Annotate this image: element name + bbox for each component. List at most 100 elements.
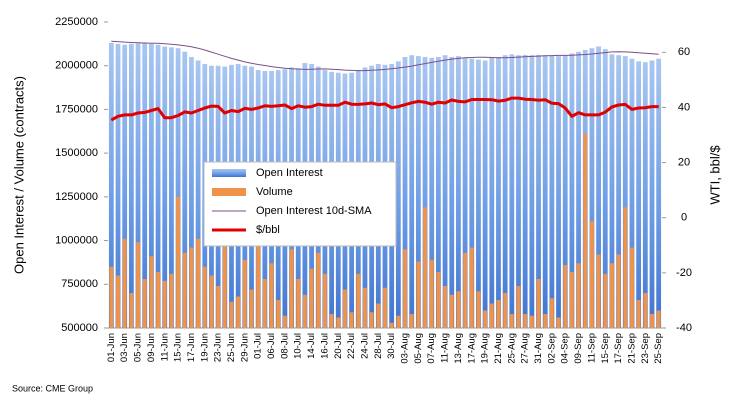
x-tick-label: 02-Sep — [546, 333, 557, 364]
volume-bar — [623, 207, 628, 328]
oi-bar — [589, 48, 595, 328]
y-tick-label: 1500000 — [55, 147, 98, 159]
x-tick-label: 16-Jul — [319, 333, 330, 359]
x-tick-label: 21-Aug — [493, 333, 504, 364]
volume-bar — [416, 261, 421, 328]
y-tick-label: 500000 — [61, 322, 98, 334]
x-tick-label: 24-Jul — [359, 333, 370, 359]
y-tick-label: 1000000 — [55, 234, 98, 246]
oi-bar — [469, 58, 475, 328]
oi-bar — [476, 59, 481, 328]
volume-bar — [122, 238, 127, 328]
y2-tick-label: 40 — [678, 101, 690, 113]
oi-bar — [482, 60, 488, 329]
volume-bar — [476, 291, 481, 328]
volume-bar — [129, 293, 134, 328]
volume-bar — [169, 273, 174, 328]
x-tick-label: 07-Aug — [426, 333, 437, 364]
volume-bar — [316, 252, 321, 328]
legend-label: Open Interest — [256, 167, 323, 179]
oi-bar — [656, 58, 662, 328]
oi-bar — [529, 55, 535, 328]
x-tick-label: 09-Sep — [573, 333, 584, 364]
oi-bar — [642, 62, 648, 329]
volume-bar — [262, 279, 267, 328]
oi-bar — [415, 56, 421, 329]
volume-bar — [209, 275, 214, 328]
volume-bar — [589, 221, 594, 328]
volume-bar — [496, 300, 501, 328]
oi-bar — [148, 43, 154, 328]
oi-bar — [108, 42, 114, 329]
oi-bar — [602, 49, 608, 329]
oi-bar — [542, 55, 548, 328]
volume-bar — [583, 133, 588, 328]
x-tick-label: 14-Jul — [306, 333, 317, 359]
x-tick-label: 05-Aug — [413, 333, 424, 364]
oi-bar — [115, 43, 121, 328]
volume-bar — [229, 301, 234, 328]
x-tick-label: 29-Jun — [239, 333, 250, 362]
oi-bar — [155, 44, 161, 328]
x-tick-label: 11-Aug — [440, 333, 451, 363]
y-tick-label: 2000000 — [55, 60, 98, 72]
volume-bar — [523, 314, 528, 328]
source-note: Source: CME Group — [12, 383, 93, 393]
volume-bar — [282, 315, 287, 328]
volume-bar — [656, 310, 661, 328]
oi-bar — [636, 61, 642, 328]
volume-bar — [276, 300, 281, 328]
oi-bar — [549, 55, 555, 328]
oi-bar — [596, 46, 601, 328]
x-tick-label: 15-Jun — [173, 333, 184, 362]
x-tick-label: 17-Sep — [613, 333, 624, 364]
x-tick-label: 13-Aug — [453, 333, 464, 364]
legend-label: $/bbl — [256, 224, 280, 236]
volume-bar — [202, 266, 207, 328]
volume-bar — [376, 303, 381, 328]
oi-bar — [402, 56, 408, 328]
oi-bar — [502, 55, 508, 328]
y2-tick-label: 0 — [681, 212, 687, 224]
x-tick-label: 17-Aug — [466, 333, 477, 364]
oi-bar — [616, 55, 622, 328]
volume-bar — [329, 314, 334, 328]
volume-bar — [336, 317, 341, 328]
oi-bar — [622, 56, 628, 329]
volume-bar — [456, 291, 461, 328]
x-tick-label: 17-Jun — [186, 333, 197, 362]
volume-bar — [343, 289, 347, 328]
y-tick-label: 1250000 — [55, 191, 98, 203]
legend-swatch — [212, 169, 246, 177]
volume-bar — [236, 296, 241, 328]
volume-bar — [176, 196, 181, 328]
volume-bar — [463, 252, 468, 328]
volume-bar — [189, 247, 194, 328]
x-tick-label: 03-Aug — [400, 333, 411, 364]
volume-bar — [529, 315, 534, 328]
volume-bar — [383, 287, 387, 328]
volume-bar — [249, 289, 254, 328]
volume-bar — [569, 272, 574, 328]
volume-bar — [549, 298, 554, 328]
oi-bar — [128, 43, 134, 328]
oi-bar — [489, 57, 495, 329]
volume-bar — [469, 247, 474, 328]
oi-bar — [456, 56, 461, 329]
y2-tick-label: -20 — [676, 267, 692, 279]
oi-bar — [536, 54, 541, 329]
y2-tick-label: 20 — [678, 157, 690, 169]
sma-line — [111, 40, 659, 72]
volume-bar — [616, 254, 621, 328]
oi-bar — [449, 56, 455, 328]
x-tick-label: 15-Sep — [600, 333, 611, 364]
oi-bar — [522, 54, 528, 329]
volume-bar — [349, 312, 354, 328]
y-axis-title: Open Interest / Volume (contracts) — [11, 76, 26, 274]
volume-bar — [149, 256, 154, 328]
x-tick-label: 08-Jul — [279, 333, 290, 359]
x-tick-label: 06-Jul — [266, 333, 277, 359]
oi-bar — [435, 56, 441, 328]
volume-bar — [222, 238, 227, 328]
volume-bar — [503, 293, 508, 328]
